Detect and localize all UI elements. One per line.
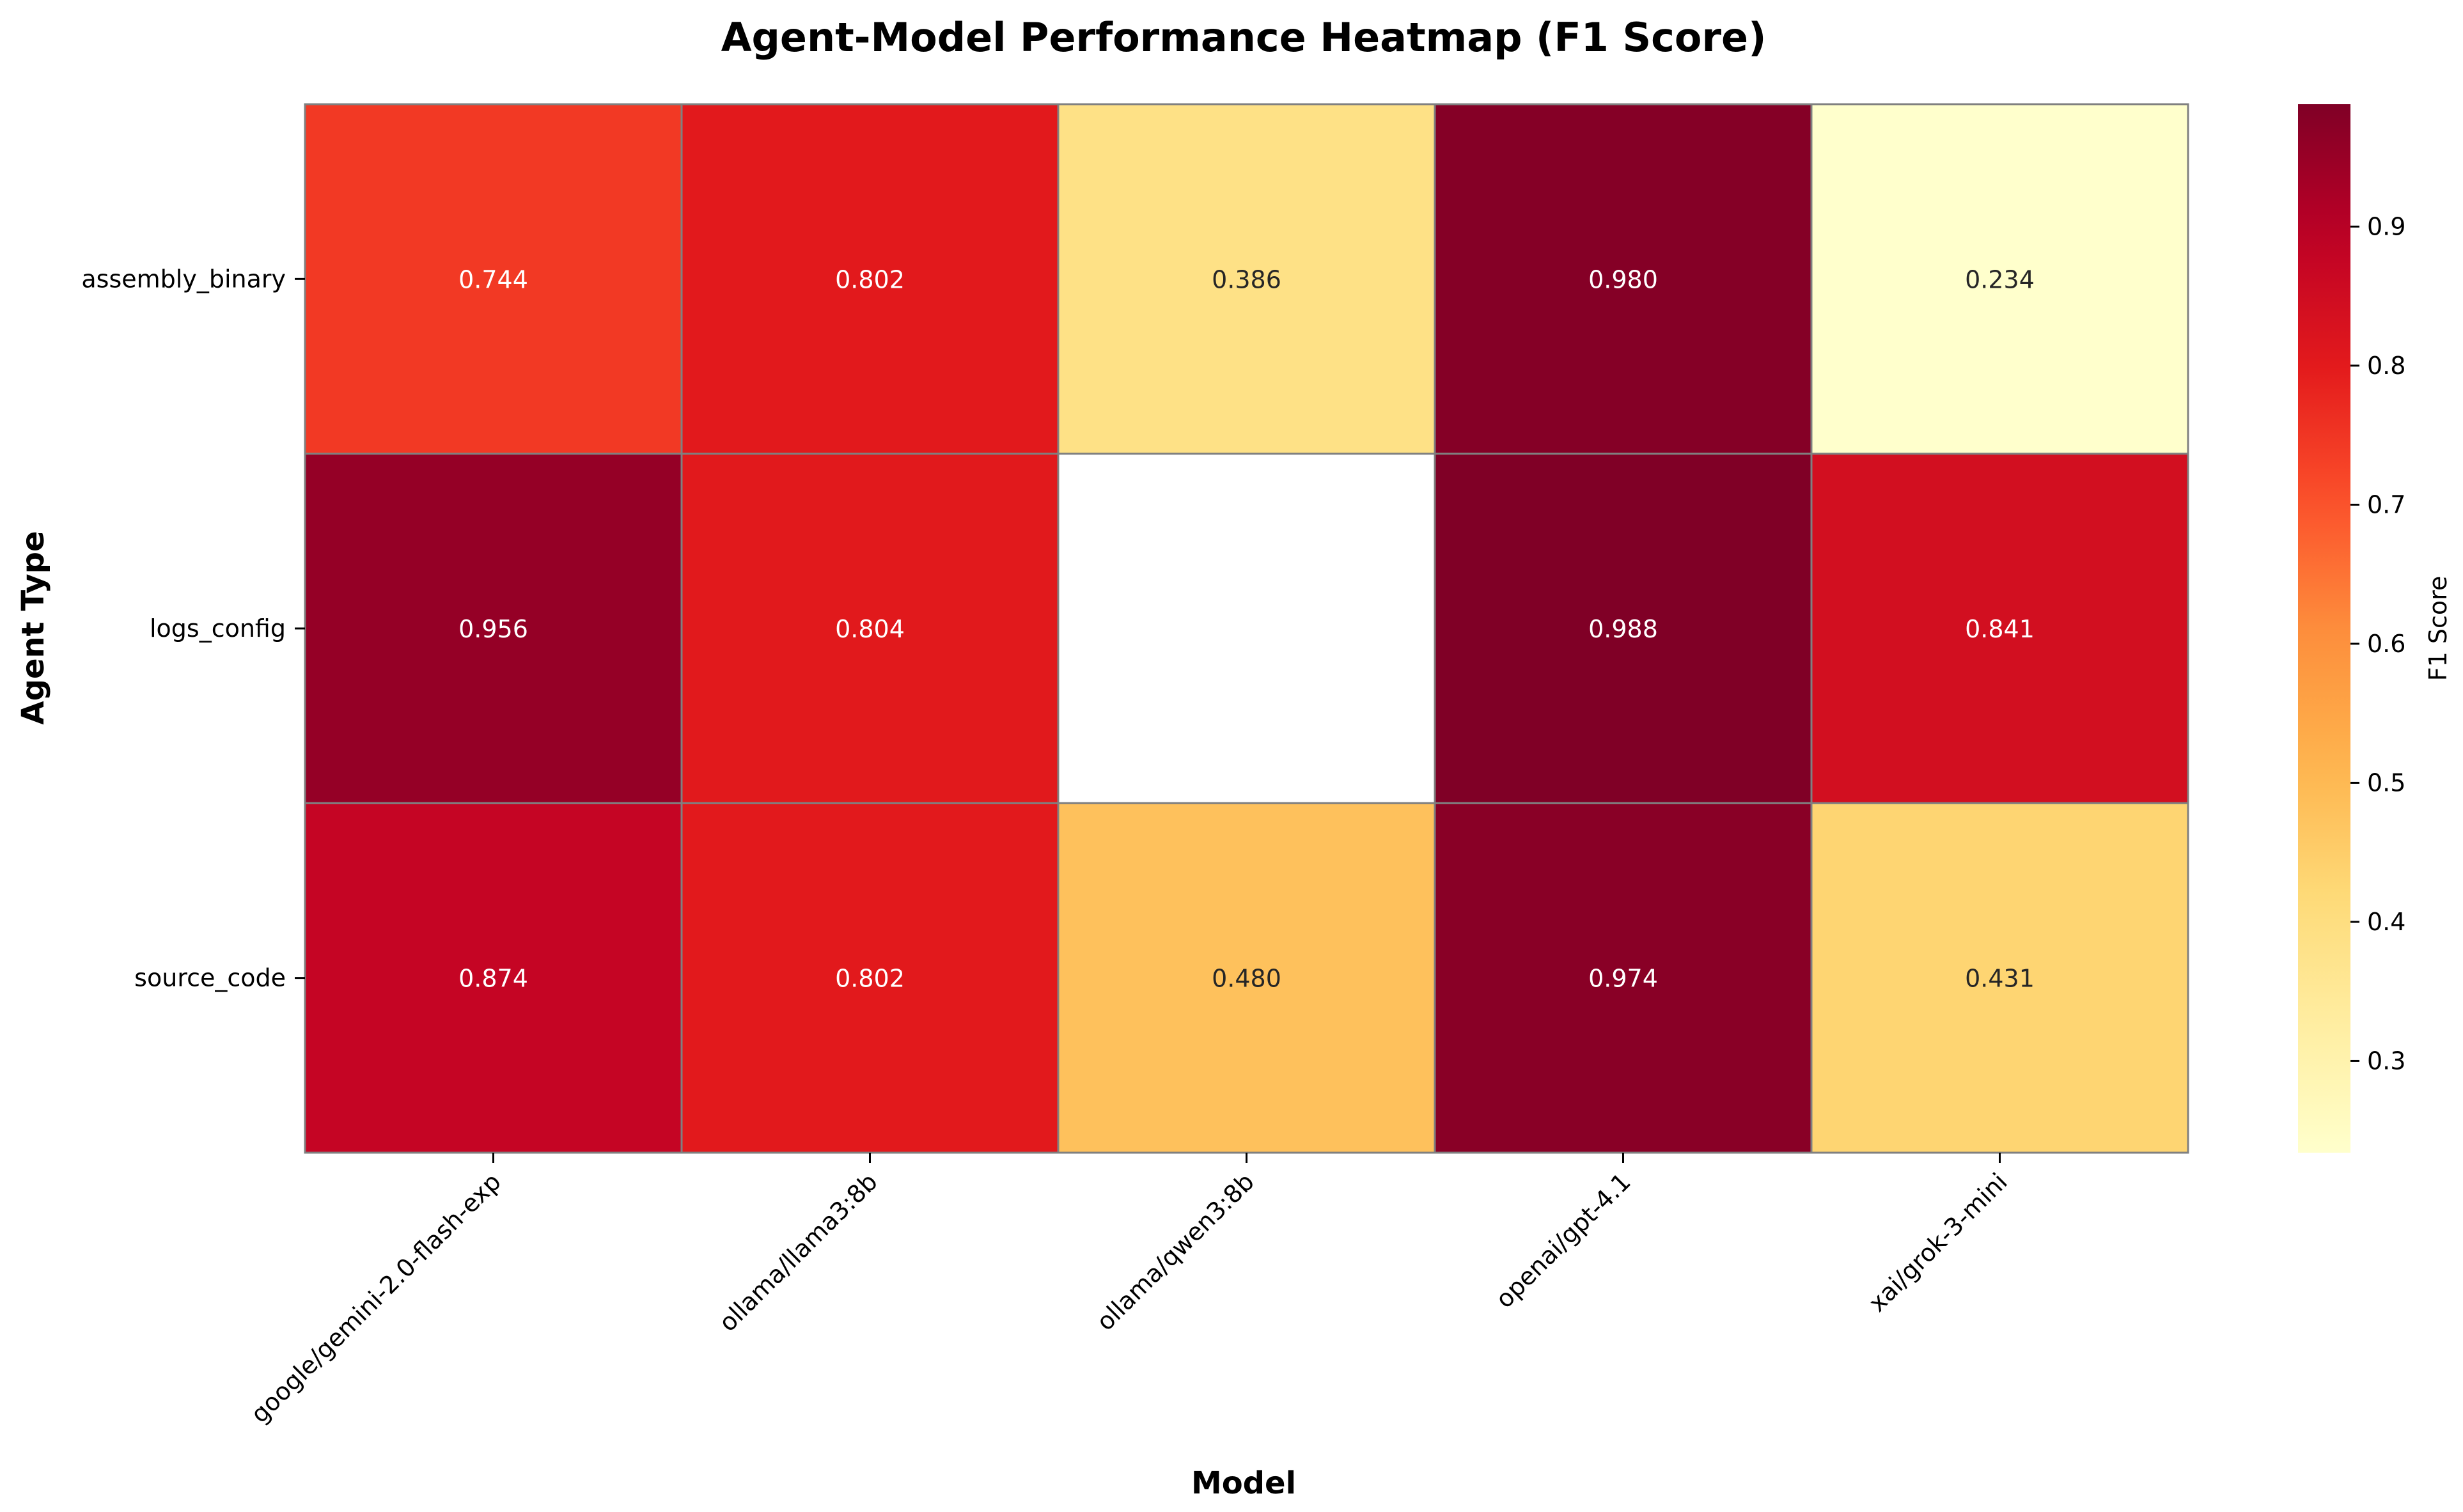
colorbar-ticks: 0.3 0.4 0.5 0.6 0.7 0.8 0.9: [2350, 212, 2405, 1075]
heatmap-cell: [1434, 802, 1813, 1154]
colorbar-tick-label: 0.5: [2367, 768, 2405, 797]
x-axis-ticks: google/gemini-2.0-flash-exp ollama/llama3…: [246, 1153, 2013, 1428]
cell-value-label: 0.988: [1588, 615, 1658, 643]
x-tick-label: ollama/qwen3:8b: [1091, 1167, 1260, 1336]
y-tick-label: assembly_binary: [81, 265, 286, 293]
heatmap-cell: [304, 453, 683, 804]
y-axis-label: Agent Type: [15, 531, 51, 724]
heatmap-cell: [1810, 802, 2189, 1154]
cell-value-label: 0.974: [1588, 965, 1658, 993]
heatmap-cell: [680, 453, 1059, 804]
heatmap-cell: [1810, 103, 2189, 455]
y-axis-ticks: assembly_binary logs_config source_code: [81, 265, 305, 992]
y-tick-label: source_code: [134, 964, 286, 992]
heatmap-cell: [304, 103, 683, 455]
colorbar-label: F1 Score: [2424, 576, 2452, 682]
colorbar-tick-label: 0.7: [2367, 490, 2405, 518]
heatmap-cell: [304, 802, 683, 1154]
colorbar-tick-label: 0.4: [2367, 908, 2405, 936]
cell-value-label: 0.802: [835, 265, 905, 293]
colorbar-tick-label: 0.8: [2367, 352, 2405, 380]
cell-value-label: 0.480: [1212, 965, 1281, 993]
colorbar-tick-label: 0.9: [2367, 212, 2405, 240]
heatmap-cells: 0.744 0.802 0.386 0.980 0.234 0.956 0.804 0.988…: [304, 103, 2189, 1154]
x-tick-label: openai/gpt-4.1: [1490, 1167, 1636, 1313]
cell-value-label: 0.744: [458, 265, 528, 293]
chart-title: Agent-Model Performance Heatmap (F1 Scor…: [721, 14, 1767, 61]
cell-value-label: 0.980: [1588, 265, 1658, 293]
cell-value-label: 0.431: [1965, 965, 2035, 993]
x-axis-label: Model: [1191, 1465, 1296, 1501]
cell-value-label: 0.841: [1965, 615, 2035, 643]
y-tick-label: logs_config: [150, 614, 286, 643]
heatmap-cell: [680, 103, 1059, 455]
heatmap-cell: [1434, 103, 1813, 455]
cell-value-label: 0.956: [458, 615, 528, 643]
cell-value-label: 0.804: [835, 615, 905, 643]
colorbar-tick-label: 0.6: [2367, 630, 2405, 658]
cell-value-label: 0.234: [1965, 265, 2035, 293]
heatmap-cell: [1057, 103, 1436, 455]
x-tick-label: google/gemini-2.0-flash-exp: [246, 1167, 506, 1428]
heatmap-cell: [1057, 802, 1436, 1154]
x-tick-label: ollama/llama3:8b: [714, 1167, 883, 1337]
cell-value-label: 0.874: [458, 965, 528, 993]
colorbar-tick-label: 0.3: [2367, 1047, 2405, 1075]
heatmap-cell: [1057, 453, 1436, 804]
heatmap-cell: [1434, 453, 1813, 804]
cell-value-label: 0.386: [1212, 265, 1281, 293]
x-tick-label: xai/grok-3-mini: [1863, 1167, 2013, 1317]
colorbar: [2298, 104, 2350, 1153]
cell-value-label: 0.802: [835, 965, 905, 993]
